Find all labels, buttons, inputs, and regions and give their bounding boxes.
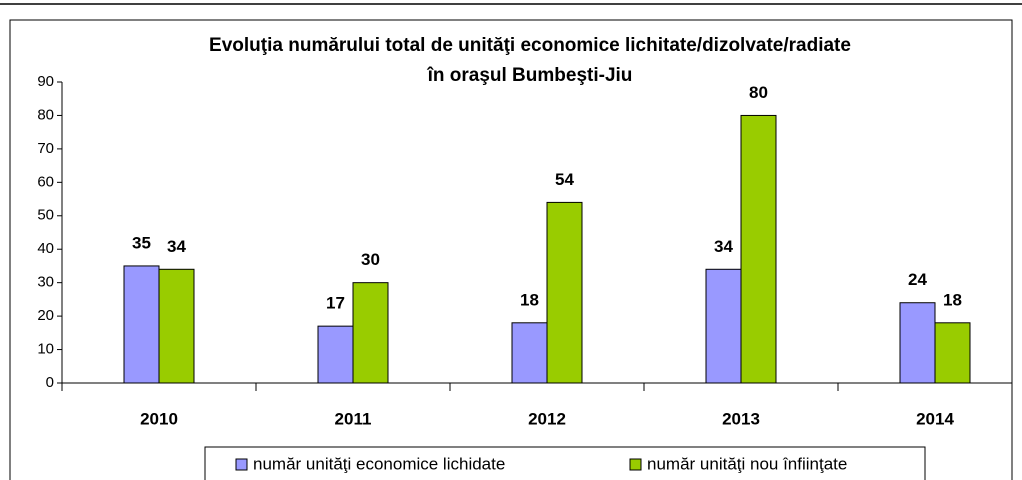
- x-tick-label: 2010: [140, 409, 178, 428]
- y-tick-label: 20: [37, 307, 54, 324]
- data-label: 80: [749, 83, 768, 102]
- y-tick-label: 60: [37, 173, 54, 190]
- data-label: 30: [361, 250, 380, 269]
- bar: [123, 265, 160, 384]
- legend-swatch: [629, 458, 642, 471]
- data-label: 35: [132, 233, 151, 252]
- y-tick-label: 80: [37, 106, 54, 123]
- y-tick-label: 30: [37, 274, 54, 291]
- bar: [511, 322, 548, 384]
- x-tick-label: 2012: [528, 409, 566, 428]
- legend: [204, 446, 926, 480]
- legend-label: număr unităţi nou înfiinţate: [647, 454, 847, 473]
- bar: [546, 201, 583, 384]
- y-tick-label: 50: [37, 207, 54, 224]
- data-label: 34: [714, 237, 733, 256]
- chart-title: în oraşul Bumbeşti-Jiu: [427, 65, 633, 86]
- bar: [158, 268, 195, 384]
- bar: [740, 114, 777, 384]
- y-tick-label: 40: [37, 240, 54, 257]
- y-tick-label: 10: [37, 341, 54, 358]
- data-label: 34: [167, 237, 186, 256]
- data-label: 24: [908, 270, 927, 289]
- bar: [705, 268, 742, 384]
- chart-title: Evoluţia numărului total de unităţi econ…: [209, 35, 851, 56]
- chart-frame: [9, 19, 1013, 480]
- bar: [934, 322, 971, 384]
- y-tick-label: 0: [46, 374, 54, 391]
- x-tick-label: 2013: [722, 409, 760, 428]
- y-tick-label: 70: [37, 140, 54, 157]
- data-label: 18: [520, 290, 539, 309]
- x-tick-label: 2011: [335, 409, 372, 428]
- y-tick-label: 90: [37, 73, 54, 90]
- data-label: 17: [326, 294, 345, 313]
- legend-swatch: [235, 458, 248, 471]
- data-label: 18: [943, 290, 962, 309]
- bar: [317, 325, 354, 384]
- x-tick-label: 2014: [916, 409, 954, 428]
- bar: [899, 302, 936, 384]
- data-label: 54: [555, 170, 574, 189]
- legend-label: număr unităţi economice lichidate: [253, 454, 505, 473]
- bar: [352, 282, 389, 384]
